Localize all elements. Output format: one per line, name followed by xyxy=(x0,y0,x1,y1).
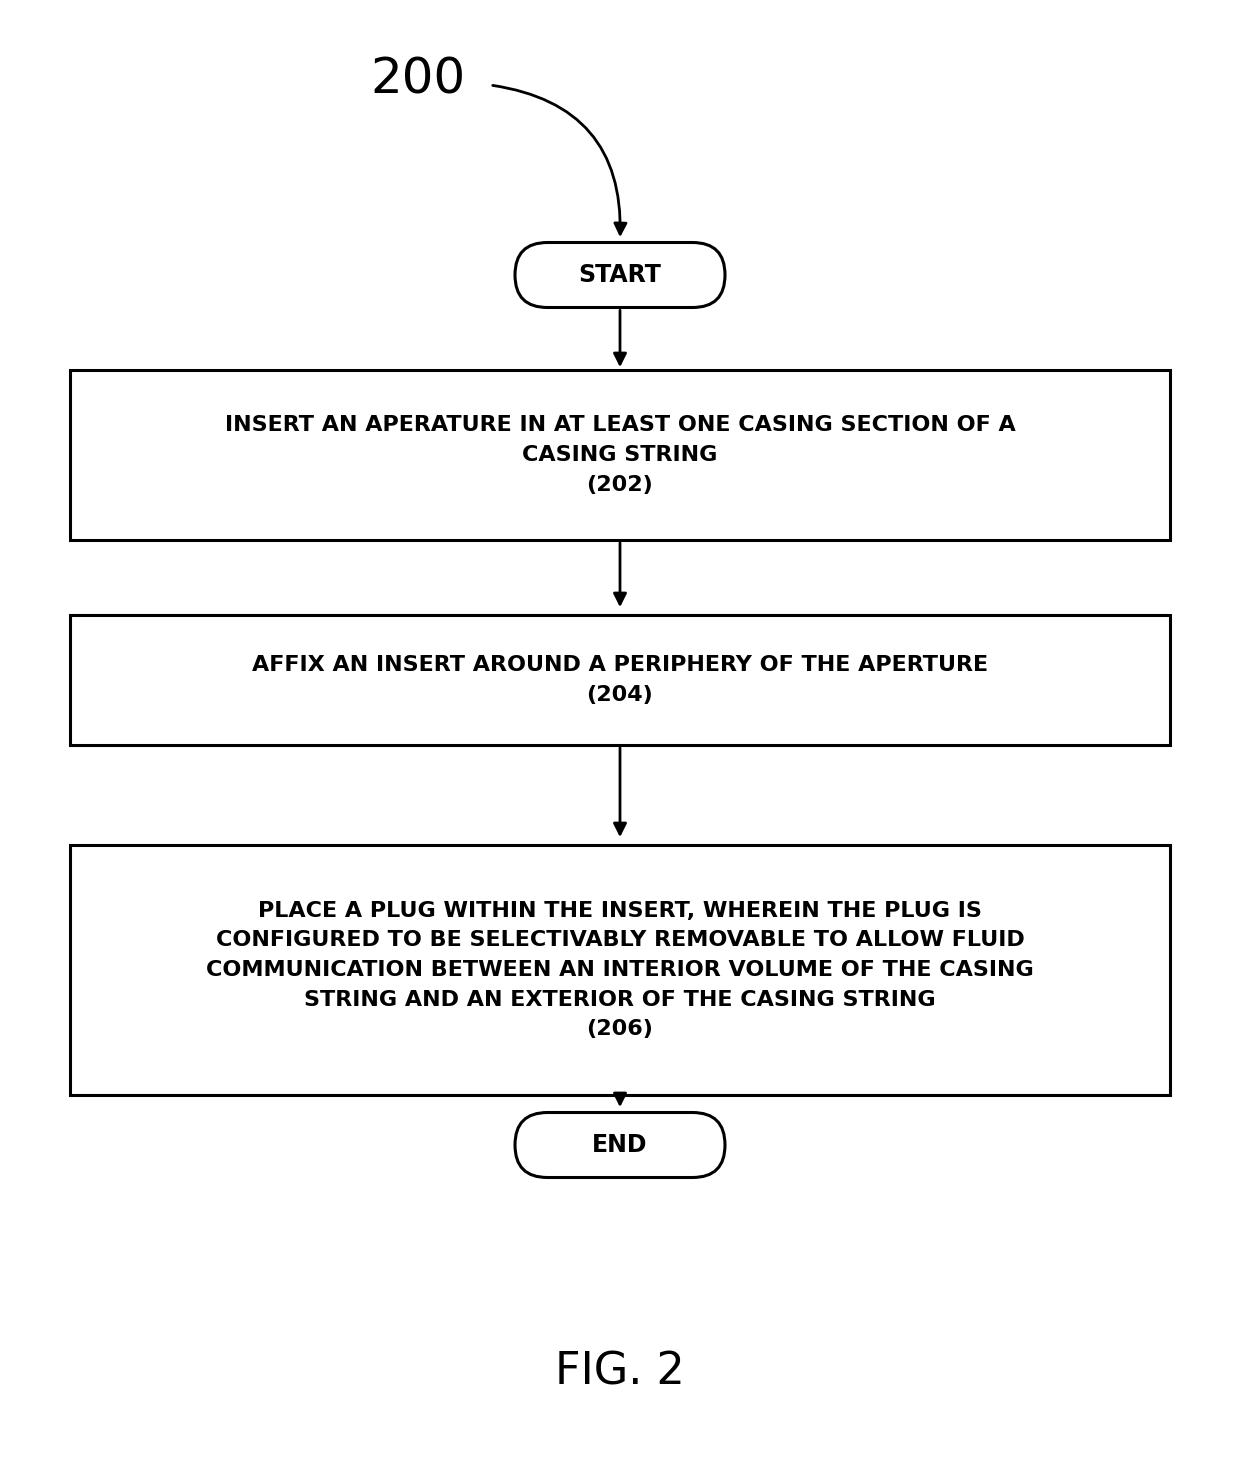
FancyBboxPatch shape xyxy=(515,243,725,308)
FancyBboxPatch shape xyxy=(515,1113,725,1178)
FancyArrowPatch shape xyxy=(492,86,626,234)
Text: START: START xyxy=(579,263,661,287)
Bar xyxy=(69,845,1171,1095)
Text: AFFIX AN INSERT AROUND A PERIPHERY OF THE APERTURE
(204): AFFIX AN INSERT AROUND A PERIPHERY OF TH… xyxy=(252,656,988,704)
Bar xyxy=(69,370,1171,540)
Text: END: END xyxy=(593,1134,647,1157)
Bar xyxy=(69,616,1171,744)
Text: INSERT AN APERATURE IN AT LEAST ONE CASING SECTION OF A
CASING STRING
(202): INSERT AN APERATURE IN AT LEAST ONE CASI… xyxy=(224,416,1016,494)
Text: 200: 200 xyxy=(370,56,465,104)
Text: PLACE A PLUG WITHIN THE INSERT, WHEREIN THE PLUG IS
CONFIGURED TO BE SELECTIVABL: PLACE A PLUG WITHIN THE INSERT, WHEREIN … xyxy=(206,901,1034,1039)
Text: FIG. 2: FIG. 2 xyxy=(556,1350,684,1394)
